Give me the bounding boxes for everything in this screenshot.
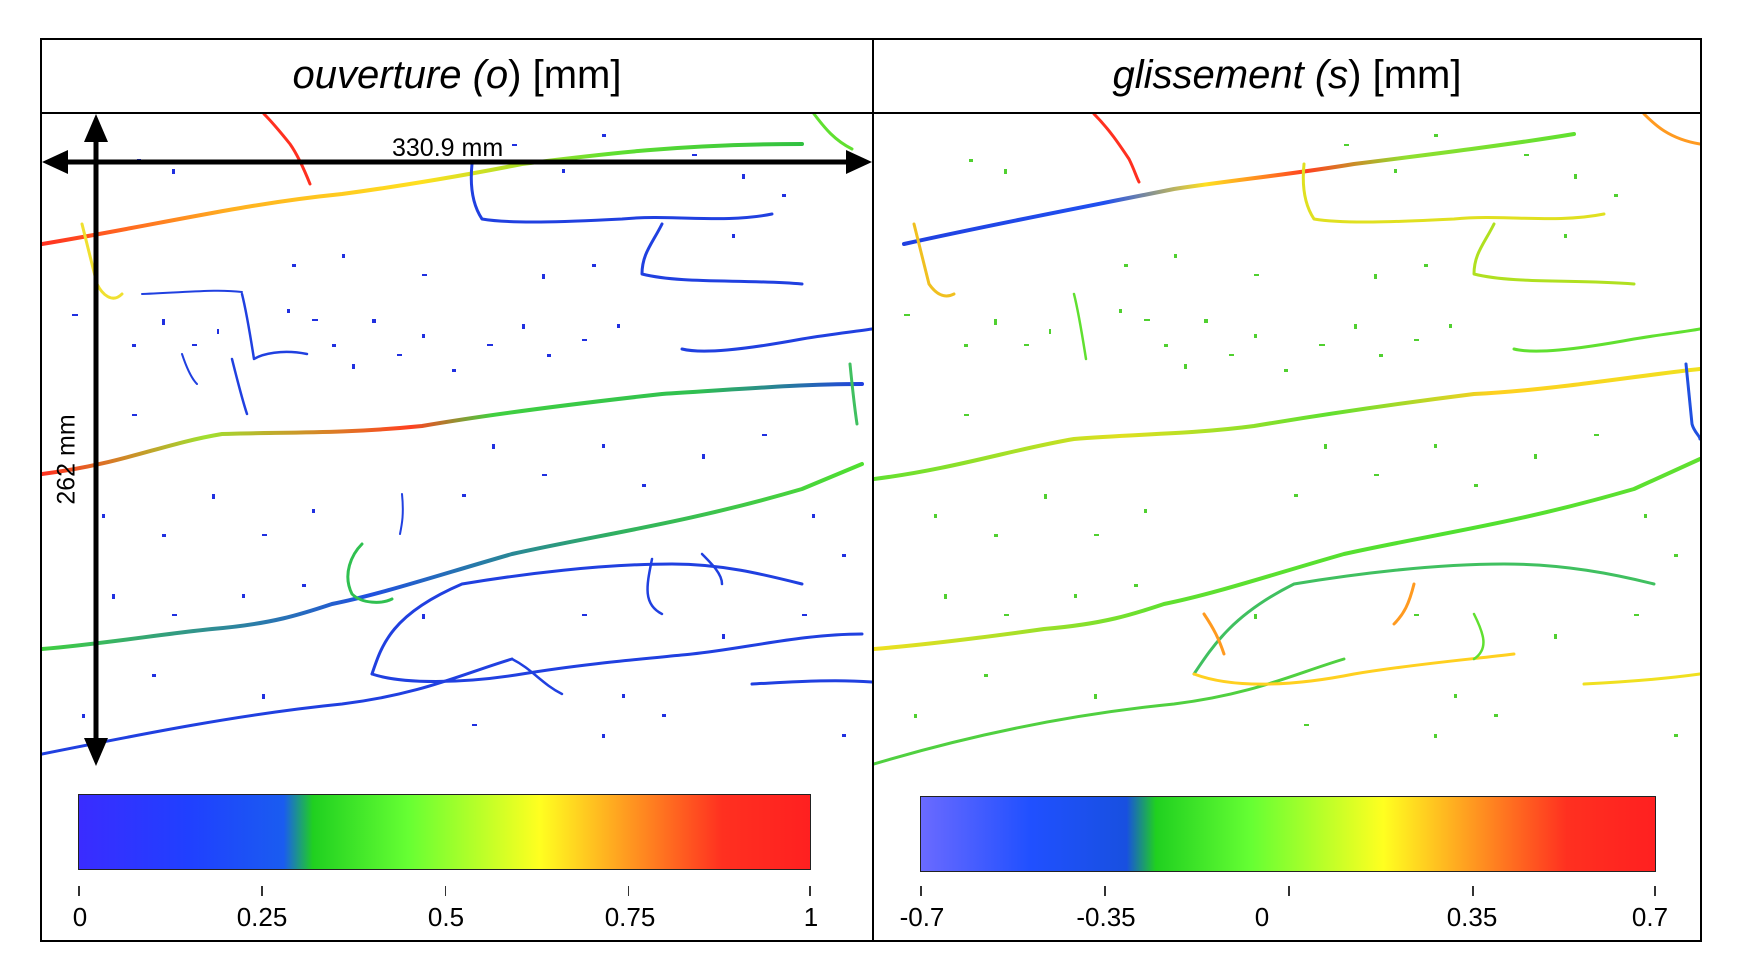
slip-colorbar-labels: -0.7 -0.35 0 0.35 0.7 <box>900 902 1668 934</box>
title-glissement-italic: glissement (s <box>1112 52 1349 97</box>
title-glissement-unit: ) [mm] <box>1348 52 1462 97</box>
width-dimension-label: 330.9 mm <box>392 134 504 162</box>
slip-tick-label: 0 <box>1254 902 1270 932</box>
title-ouverture-unit: ) [mm] <box>508 52 622 97</box>
header-divider <box>40 112 1702 114</box>
opening-colorbar-labels: 0 0.25 0.5 0.75 1 <box>73 902 818 934</box>
figure-frame <box>40 38 1702 942</box>
arrow-left-icon <box>42 150 68 174</box>
slip-tick-label: 0.35 <box>1446 902 1498 932</box>
slip-tick-label: 0.7 <box>1631 902 1669 932</box>
opening-tick-label: 0.5 <box>427 902 465 932</box>
slip-colorbar-ticks <box>920 886 1656 900</box>
slip-tick-label: -0.7 <box>899 902 945 932</box>
arrow-right-icon <box>846 150 872 174</box>
opening-colorbar-ticks <box>78 886 811 900</box>
arrow-down-icon <box>84 738 108 766</box>
opening-tick-label: 1 <box>803 902 819 932</box>
title-ouverture: ouverture (o) [mm] <box>42 38 872 112</box>
dimension-arrows <box>42 114 872 766</box>
slip-colorbar <box>920 796 1656 872</box>
arrow-up-icon <box>84 114 108 142</box>
opening-tick-label: 0 <box>72 902 88 932</box>
opening-tick-label: 0.25 <box>236 902 288 932</box>
panel-divider <box>872 38 874 942</box>
slip-crack-map <box>874 114 1700 766</box>
slip-tick-label: -0.35 <box>1076 902 1136 932</box>
title-glissement: glissement (s) [mm] <box>874 38 1700 112</box>
opening-colorbar <box>78 794 811 870</box>
opening-crack-map <box>42 114 872 756</box>
opening-tick-label: 0.75 <box>604 902 656 932</box>
height-dimension-label: 262 mm <box>52 414 81 505</box>
title-ouverture-italic: ouverture (o <box>292 52 509 97</box>
